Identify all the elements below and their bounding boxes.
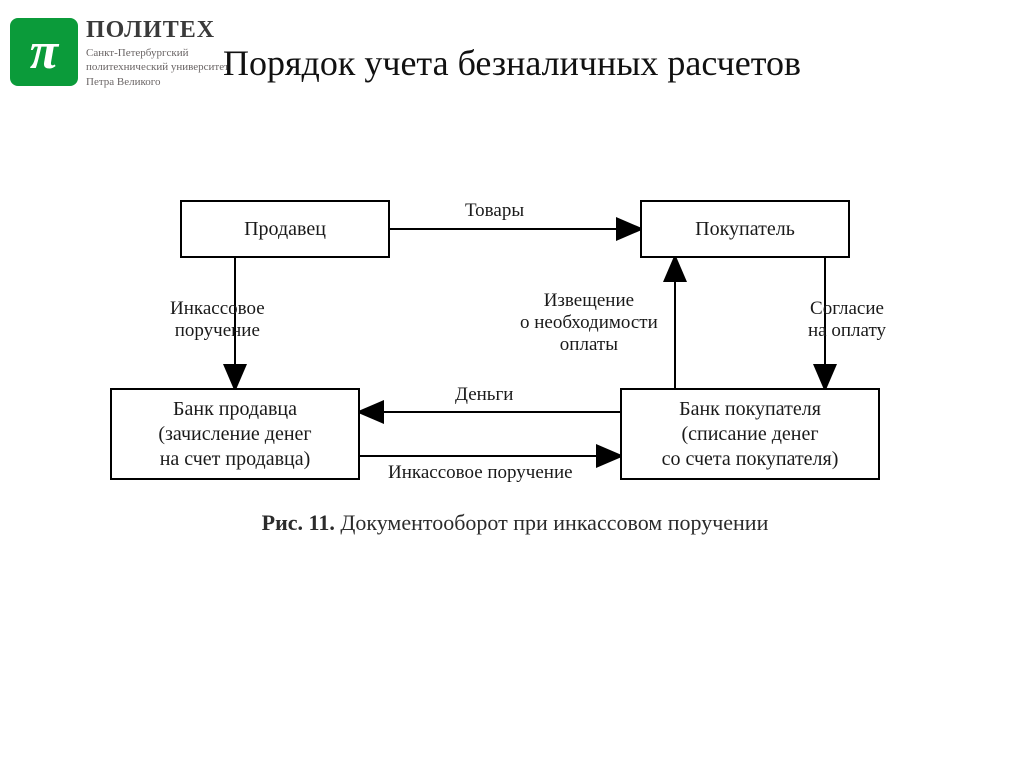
caption-prefix: Рис. 11. <box>262 510 335 535</box>
node-buyer_bank: Банк покупателя(списание денегсо счета п… <box>620 388 880 480</box>
edge-label-e6: Инкассовое поручение <box>388 462 573 484</box>
edge-label-e3: Извещениео необходимостиоплаты <box>520 290 658 356</box>
edge-label-e1: Товары <box>465 200 524 222</box>
node-buyer: Покупатель <box>640 200 850 258</box>
logo-name: ПОЛИТЕХ <box>86 18 229 42</box>
node-seller_bank: Банк продавца(зачисление денегна счет пр… <box>110 388 360 480</box>
figure-caption: Рис. 11. Документооборот при инкассовом … <box>110 510 920 536</box>
edge-label-e2: Инкассовоепоручение <box>170 298 265 342</box>
caption-text: Документооборот при инкассовом поручении <box>340 510 768 535</box>
edge-label-e5: Деньги <box>455 384 513 406</box>
node-seller: Продавец <box>180 200 390 258</box>
page-title: Порядок учета безналичных расчетов <box>0 42 1024 84</box>
diagram: Рис. 11. Документооборот при инкассовом … <box>110 190 920 560</box>
edge-label-e4: Согласиена оплату <box>808 298 886 342</box>
